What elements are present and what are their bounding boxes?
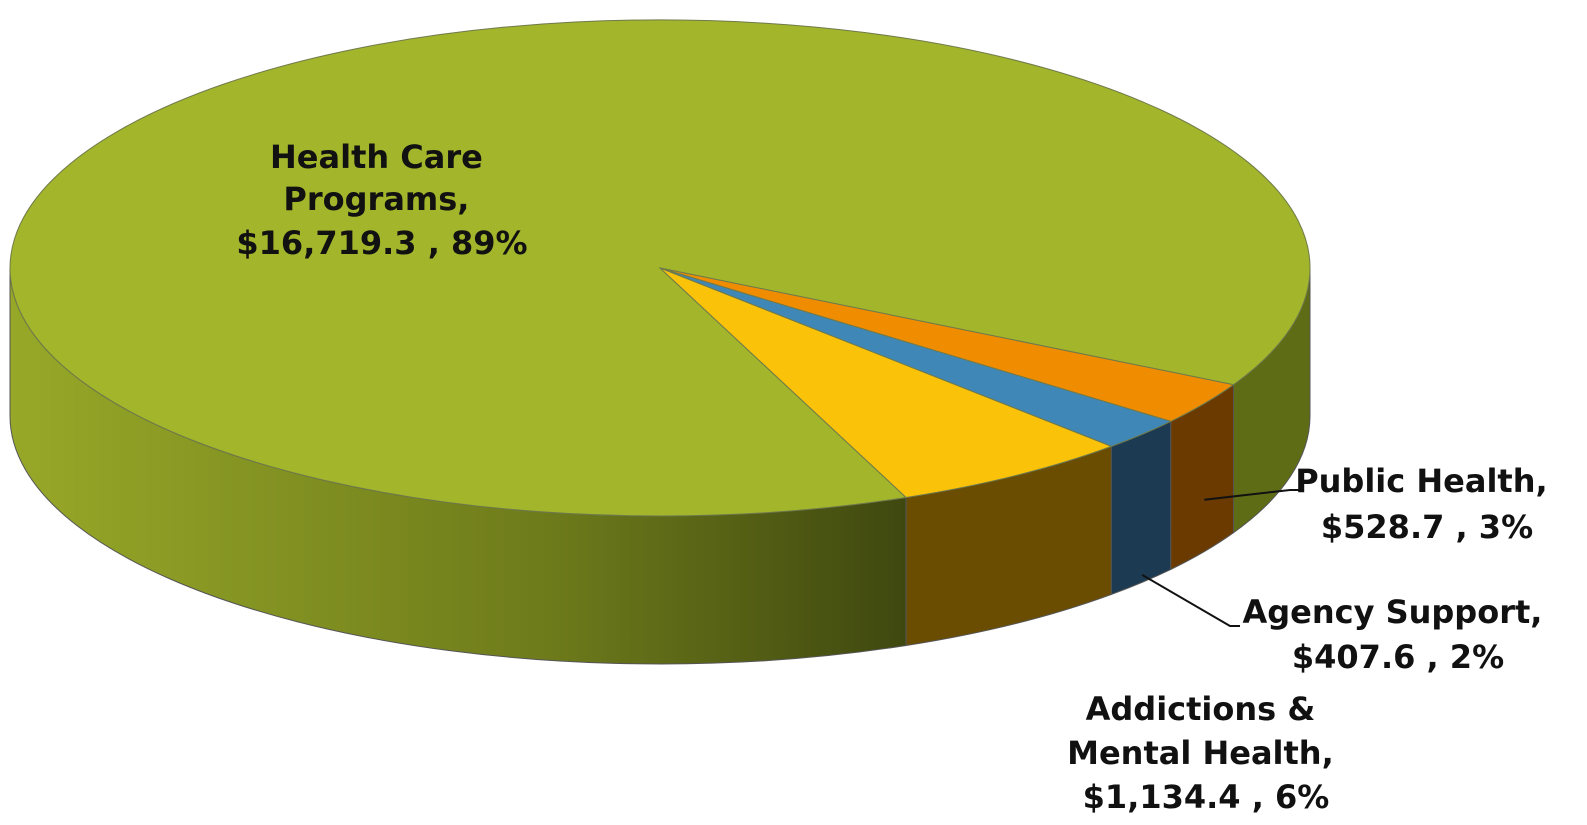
label-line: Mental Health, bbox=[1067, 734, 1334, 772]
leader-line-agency-support bbox=[1141, 574, 1240, 627]
label-line: Programs, bbox=[283, 180, 469, 218]
label-line: Public Health, bbox=[1295, 462, 1547, 500]
label-line: Agency Support, bbox=[1242, 593, 1542, 631]
label-public-health: Public Health, $528.7 , 3% bbox=[1295, 462, 1559, 546]
leader-line-public-health bbox=[1204, 489, 1300, 501]
label-agency-support: Agency Support, $407.6 , 2% bbox=[1242, 593, 1553, 676]
label-addictions-mental-health: Addictions & Mental Health, $1,134.4 , 6… bbox=[1067, 690, 1345, 816]
slice-addictions-mental-health bbox=[659, 267, 1113, 499]
label-line: $407.6 , 2% bbox=[1292, 638, 1504, 676]
slice-side-agency-support bbox=[1110, 420, 1172, 596]
label-line: $1,134.4 , 6% bbox=[1083, 778, 1330, 816]
label-line: Health Care bbox=[270, 138, 483, 176]
label-line: $528.7 , 3% bbox=[1321, 508, 1533, 546]
label-line: $16,719.3 , 89% bbox=[236, 224, 527, 262]
label-health-care-programs: Health Care Programs, $16,719.3 , 89% bbox=[236, 138, 527, 262]
label-line: Addictions & bbox=[1086, 690, 1316, 728]
